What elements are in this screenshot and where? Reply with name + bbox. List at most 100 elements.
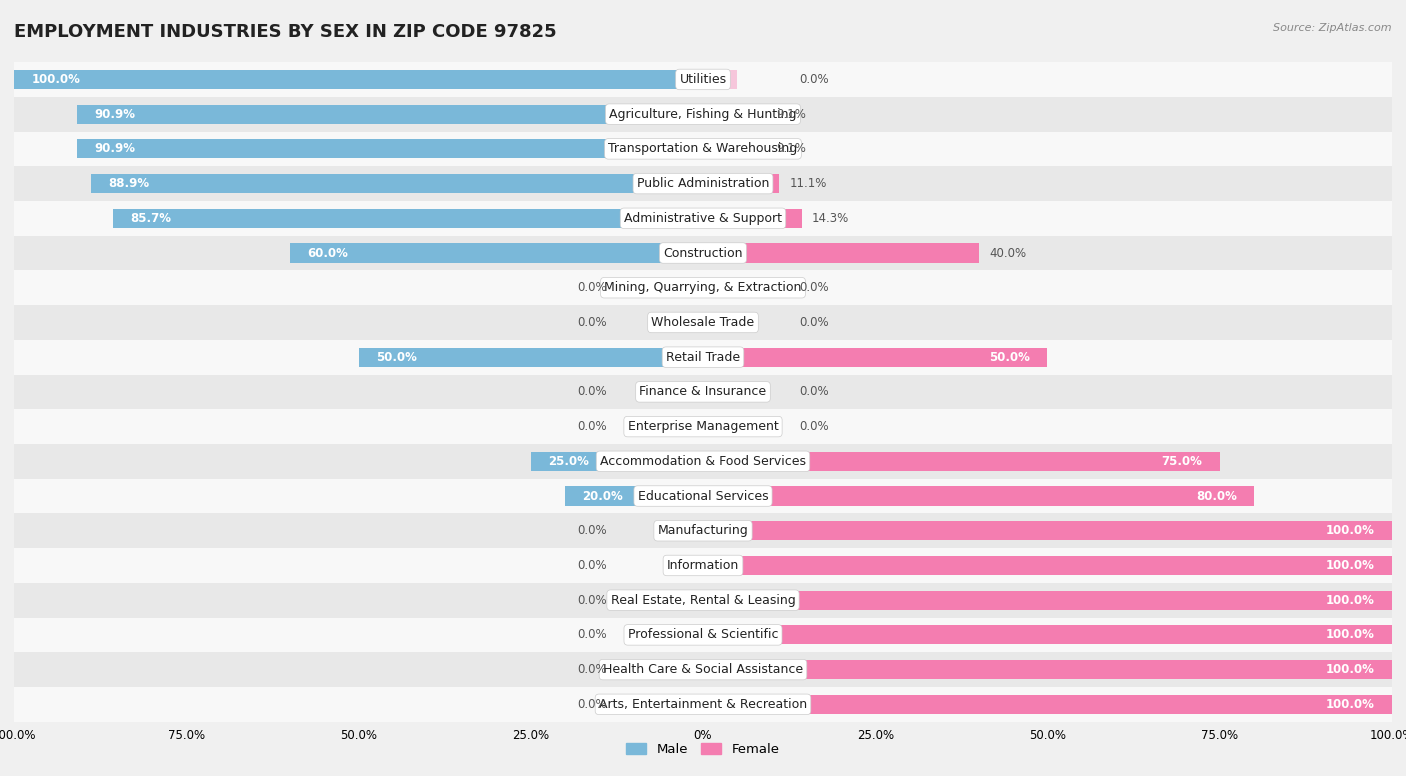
Text: 0.0%: 0.0% (576, 629, 606, 642)
Text: 0.0%: 0.0% (576, 316, 606, 329)
Text: 60.0%: 60.0% (307, 247, 347, 259)
Text: Educational Services: Educational Services (638, 490, 768, 503)
Text: 20.0%: 20.0% (582, 490, 623, 503)
Text: 90.9%: 90.9% (94, 108, 135, 120)
Bar (703, 695, 1392, 714)
Text: Public Administration: Public Administration (637, 177, 769, 190)
Bar (14, 201, 1392, 236)
Text: Agriculture, Fishing & Hunting: Agriculture, Fishing & Hunting (609, 108, 797, 120)
Bar (14, 70, 703, 89)
Text: 25.0%: 25.0% (548, 455, 589, 468)
Bar (14, 409, 1392, 444)
Bar (703, 383, 738, 401)
Text: Administrative & Support: Administrative & Support (624, 212, 782, 225)
Text: 100.0%: 100.0% (31, 73, 80, 86)
Bar (14, 687, 1392, 722)
Bar (14, 444, 1392, 479)
Bar (14, 618, 1392, 653)
Bar (290, 244, 703, 262)
Text: 0.0%: 0.0% (800, 73, 830, 86)
Text: Real Estate, Rental & Leasing: Real Estate, Rental & Leasing (610, 594, 796, 607)
Bar (359, 348, 703, 367)
Bar (14, 375, 1392, 409)
Text: Transportation & Warehousing: Transportation & Warehousing (609, 142, 797, 155)
Bar (669, 591, 703, 610)
Text: 0.0%: 0.0% (576, 420, 606, 433)
Text: 0.0%: 0.0% (576, 663, 606, 676)
Text: Accommodation & Food Services: Accommodation & Food Services (600, 455, 806, 468)
Bar (703, 660, 1392, 679)
Text: Arts, Entertainment & Recreation: Arts, Entertainment & Recreation (599, 698, 807, 711)
Text: 0.0%: 0.0% (800, 281, 830, 294)
Text: EMPLOYMENT INDUSTRIES BY SEX IN ZIP CODE 97825: EMPLOYMENT INDUSTRIES BY SEX IN ZIP CODE… (14, 23, 557, 41)
Bar (703, 140, 766, 158)
Text: Utilities: Utilities (679, 73, 727, 86)
Bar (703, 105, 766, 123)
Bar (669, 417, 703, 436)
Text: 100.0%: 100.0% (1326, 594, 1375, 607)
Text: Mining, Quarrying, & Extraction: Mining, Quarrying, & Extraction (605, 281, 801, 294)
Bar (703, 244, 979, 262)
Bar (669, 278, 703, 297)
Text: 11.1%: 11.1% (790, 177, 827, 190)
Bar (703, 209, 801, 228)
Text: 9.1%: 9.1% (776, 108, 806, 120)
Bar (14, 236, 1392, 270)
Bar (703, 417, 738, 436)
Text: 85.7%: 85.7% (129, 212, 170, 225)
Bar (703, 452, 1219, 471)
Text: 100.0%: 100.0% (1326, 525, 1375, 537)
Bar (703, 174, 779, 193)
Bar (14, 479, 1392, 514)
Text: Wholesale Trade: Wholesale Trade (651, 316, 755, 329)
Text: 0.0%: 0.0% (576, 559, 606, 572)
Text: Construction: Construction (664, 247, 742, 259)
Text: 0.0%: 0.0% (800, 386, 830, 398)
Bar (703, 487, 1254, 506)
Bar (77, 140, 703, 158)
Legend: Male, Female: Male, Female (621, 737, 785, 761)
Text: 40.0%: 40.0% (988, 247, 1026, 259)
Bar (669, 383, 703, 401)
Bar (14, 583, 1392, 618)
Bar (14, 340, 1392, 375)
Text: 100.0%: 100.0% (1326, 698, 1375, 711)
Bar (14, 97, 1392, 131)
Bar (669, 313, 703, 332)
Text: 88.9%: 88.9% (108, 177, 149, 190)
Bar (703, 556, 1392, 575)
Bar (565, 487, 703, 506)
Bar (669, 625, 703, 644)
Text: Enterprise Management: Enterprise Management (627, 420, 779, 433)
Bar (703, 278, 738, 297)
Text: 0.0%: 0.0% (576, 281, 606, 294)
Bar (14, 305, 1392, 340)
Bar (14, 514, 1392, 548)
Bar (112, 209, 703, 228)
Bar (669, 521, 703, 540)
Text: 100.0%: 100.0% (1326, 663, 1375, 676)
Text: 0.0%: 0.0% (800, 420, 830, 433)
Bar (703, 70, 738, 89)
Text: 0.0%: 0.0% (576, 525, 606, 537)
Bar (703, 521, 1392, 540)
Text: Manufacturing: Manufacturing (658, 525, 748, 537)
Text: 0.0%: 0.0% (576, 594, 606, 607)
Text: 80.0%: 80.0% (1197, 490, 1237, 503)
Bar (14, 548, 1392, 583)
Bar (90, 174, 703, 193)
Bar (14, 270, 1392, 305)
Text: Source: ZipAtlas.com: Source: ZipAtlas.com (1274, 23, 1392, 33)
Text: Information: Information (666, 559, 740, 572)
Text: 0.0%: 0.0% (576, 698, 606, 711)
Text: 50.0%: 50.0% (375, 351, 416, 364)
Bar (703, 313, 738, 332)
Text: Finance & Insurance: Finance & Insurance (640, 386, 766, 398)
Text: 100.0%: 100.0% (1326, 559, 1375, 572)
Text: 50.0%: 50.0% (990, 351, 1031, 364)
Bar (531, 452, 703, 471)
Text: 90.9%: 90.9% (94, 142, 135, 155)
Bar (669, 556, 703, 575)
Bar (14, 653, 1392, 687)
Bar (703, 625, 1392, 644)
